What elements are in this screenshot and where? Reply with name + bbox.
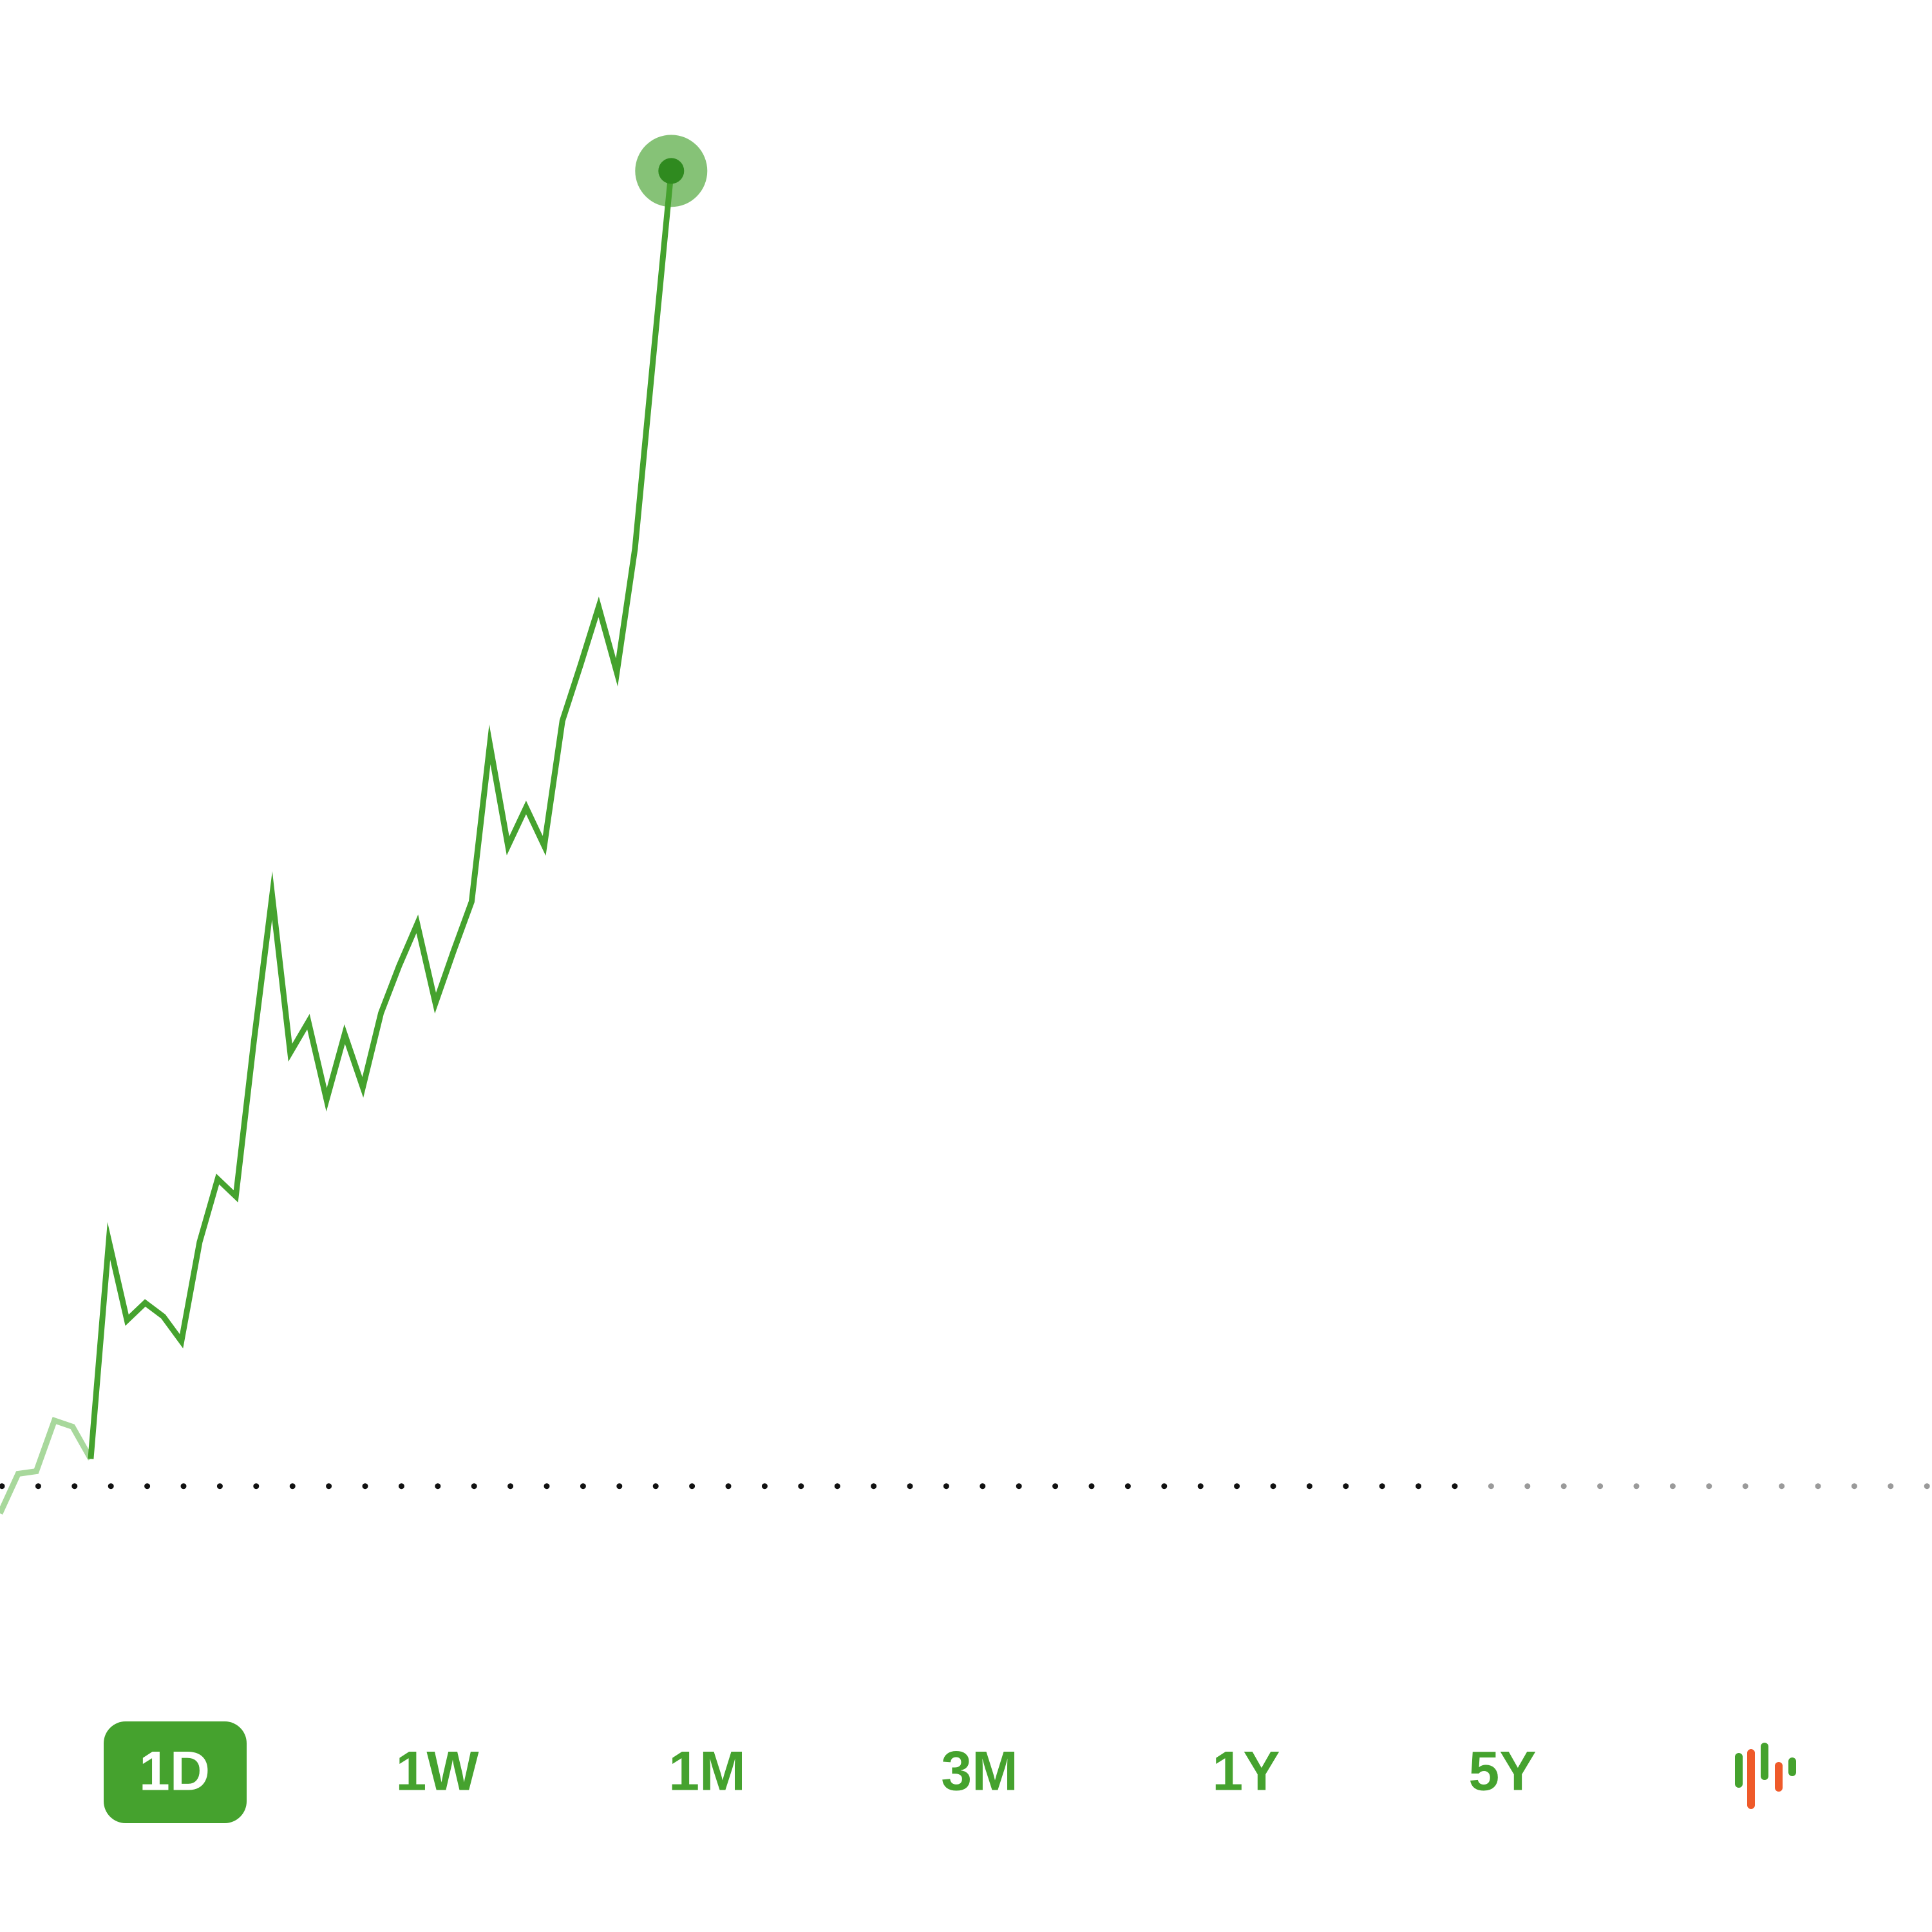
reference-dot (1815, 1483, 1821, 1490)
range-button-label[interactable]: 1Y (1212, 1741, 1280, 1803)
reference-dot (1379, 1483, 1385, 1490)
reference-dot (1088, 1483, 1095, 1490)
reference-dot (144, 1483, 151, 1490)
current-point (658, 158, 685, 184)
reference-dot (326, 1483, 332, 1490)
range-button[interactable]: 1Y (1212, 1741, 1280, 1803)
reference-dot (108, 1483, 114, 1490)
reference-dot (907, 1483, 913, 1490)
reference-dot (1669, 1483, 1676, 1490)
range-button[interactable]: 3M (941, 1741, 1018, 1803)
reference-dot (1488, 1483, 1494, 1490)
reference-dot (216, 1483, 223, 1490)
range-button-label[interactable]: 1W (396, 1741, 480, 1803)
range-button-label[interactable]: 5Y (1468, 1741, 1536, 1803)
reference-dot (798, 1483, 804, 1490)
reference-dot (1560, 1483, 1567, 1490)
reference-dot (1124, 1483, 1131, 1490)
reference-dot (943, 1483, 949, 1490)
reference-dot (834, 1483, 840, 1490)
reference-dot (1597, 1483, 1604, 1490)
reference-dot (871, 1483, 877, 1490)
reference-dot (253, 1483, 260, 1490)
reference-dot (1161, 1483, 1168, 1490)
range-button-label[interactable]: 1D (139, 1741, 210, 1803)
reference-dot (471, 1483, 477, 1490)
reference-dot (761, 1483, 768, 1490)
range-button[interactable]: 1W (396, 1741, 480, 1803)
reference-line (0, 1483, 1930, 1490)
reference-dot (435, 1483, 441, 1490)
candlestick-toggle-icon[interactable] (1735, 1743, 1796, 1809)
price-line (88, 170, 674, 1459)
reference-dot (362, 1483, 368, 1490)
reference-dot (616, 1483, 623, 1490)
reference-dot (1416, 1483, 1422, 1490)
range-button-label[interactable]: 1M (668, 1741, 745, 1803)
reference-dot (398, 1483, 404, 1490)
reference-dot (1197, 1483, 1204, 1490)
range-button-selected-bg (104, 1721, 247, 1823)
reference-dot (71, 1483, 78, 1490)
reference-dot (580, 1483, 586, 1490)
price-line (0, 1417, 93, 1515)
reference-dot (1779, 1483, 1785, 1490)
reference-dot (652, 1483, 659, 1490)
reference-dot (1016, 1483, 1022, 1490)
reference-dot (1343, 1483, 1349, 1490)
reference-dot (1052, 1483, 1059, 1490)
reference-dot (289, 1483, 296, 1490)
range-button[interactable]: 5Y (1468, 1741, 1536, 1803)
reference-dot (35, 1483, 41, 1490)
reference-dot (180, 1483, 187, 1490)
reference-dot (1452, 1483, 1458, 1490)
reference-dot (507, 1483, 514, 1490)
reference-dot (0, 1483, 5, 1490)
reference-dot (1888, 1483, 1894, 1490)
reference-dot (1306, 1483, 1312, 1490)
reference-dot (1234, 1483, 1240, 1490)
range-button-label[interactable]: 3M (941, 1741, 1018, 1803)
reference-dot (980, 1483, 986, 1490)
reference-dot (1270, 1483, 1276, 1490)
reference-dot (1524, 1483, 1531, 1490)
reference-dot (1706, 1483, 1712, 1490)
reference-dot (1633, 1483, 1640, 1490)
reference-dot (544, 1483, 550, 1490)
range-button[interactable]: 1D (104, 1721, 247, 1823)
reference-dot (725, 1483, 732, 1490)
reference-dot (1851, 1483, 1857, 1490)
reference-dot (1924, 1483, 1930, 1490)
reference-dot (689, 1483, 696, 1490)
range-button[interactable]: 1M (668, 1741, 745, 1803)
reference-dot (1742, 1483, 1748, 1490)
